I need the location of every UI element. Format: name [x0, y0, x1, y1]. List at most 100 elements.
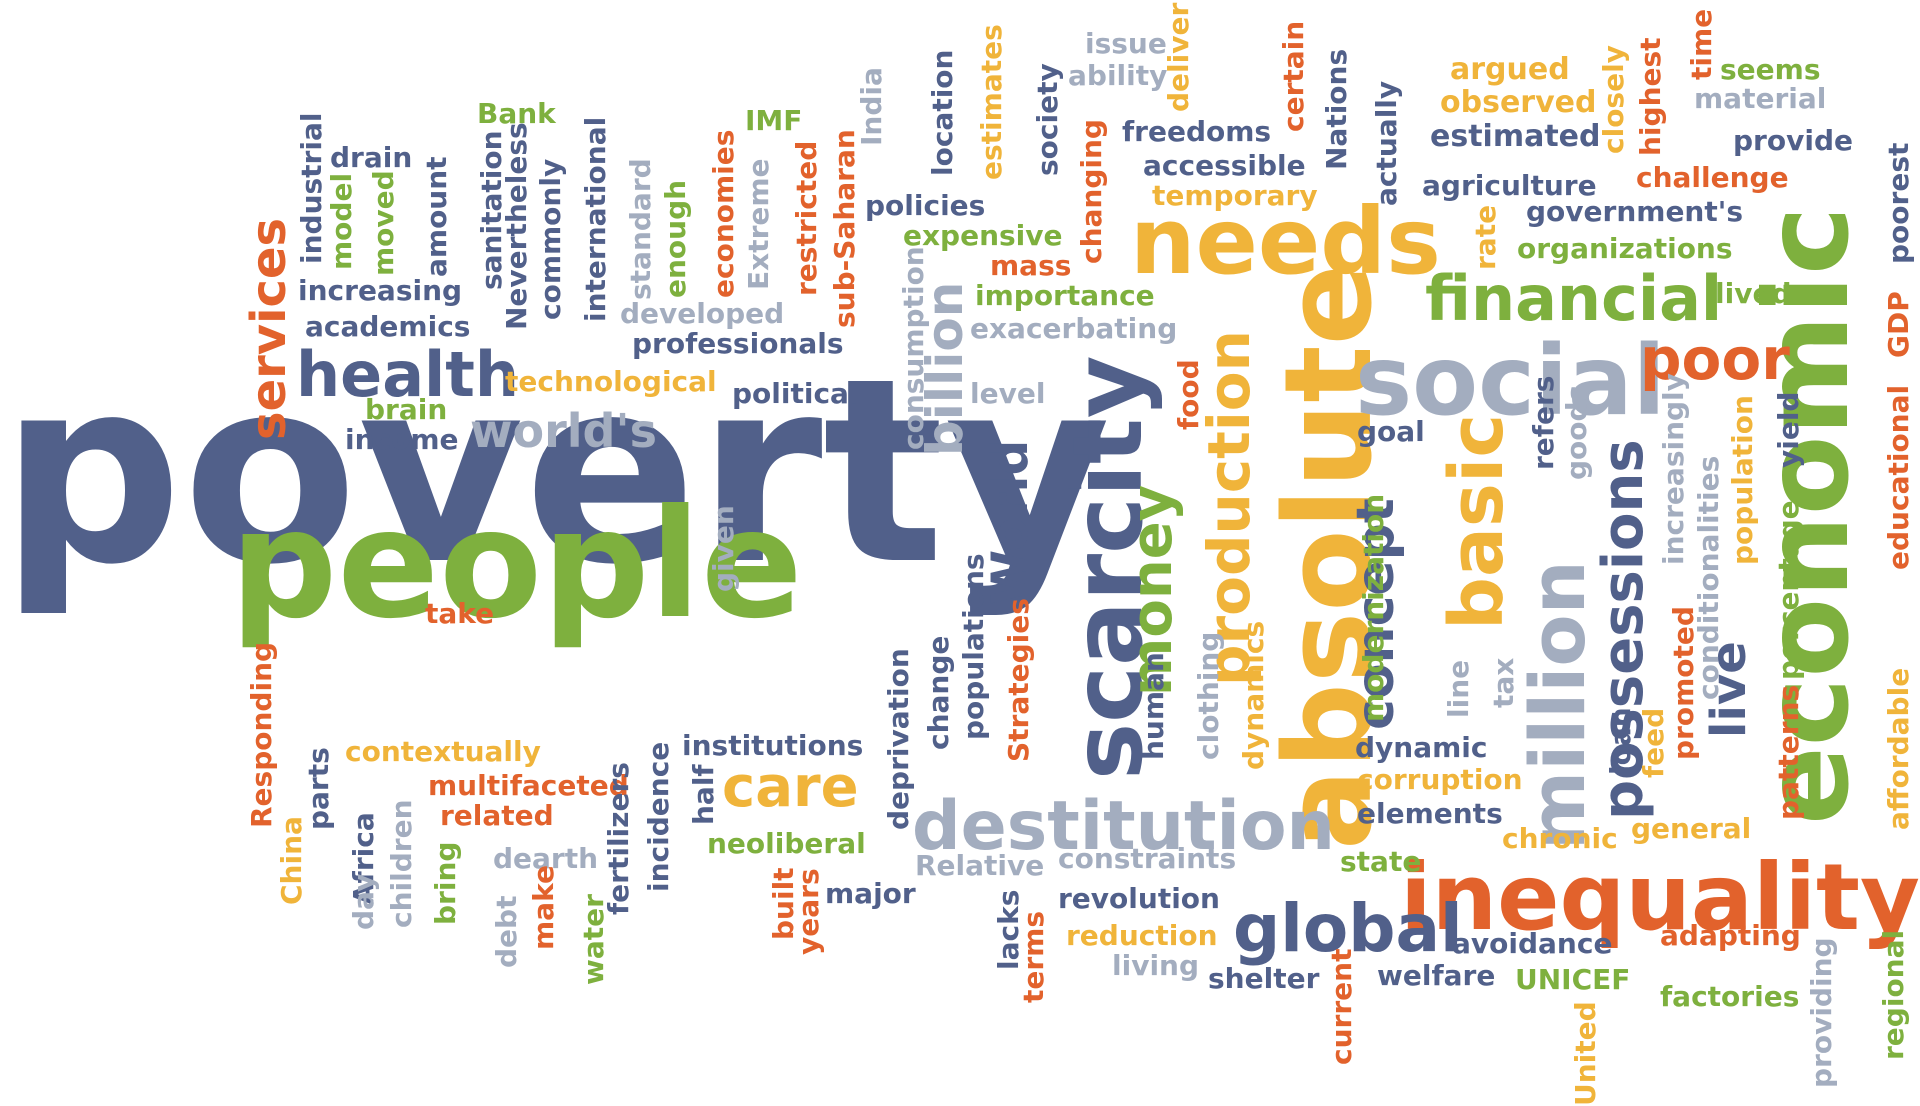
word-amount: amount	[420, 156, 453, 277]
word-parts: parts	[302, 747, 335, 830]
word-restricted: restricted	[790, 140, 823, 296]
word-political: political	[732, 377, 859, 410]
word-society: society	[1031, 63, 1064, 176]
word-line: line	[1442, 659, 1475, 718]
word-day: day	[347, 873, 380, 930]
word-income: income	[345, 423, 459, 456]
word-clothing: clothing	[1192, 631, 1225, 760]
word-bring: bring	[429, 841, 462, 925]
word-brain: brain	[365, 393, 448, 426]
word-economies: economies	[707, 129, 740, 298]
word-standard: standard	[624, 158, 657, 300]
word-food: food	[1172, 359, 1205, 430]
word-argued: argued	[1450, 52, 1570, 87]
word-temporary: temporary	[1152, 179, 1318, 212]
word-percentage: percentage	[1772, 500, 1805, 680]
word-india: India	[855, 67, 888, 146]
word-avoidance: avoidance	[1452, 927, 1613, 960]
word-strategies: Strategies	[1002, 598, 1035, 762]
word-increasingly: increasingly	[1657, 373, 1690, 565]
word-million: million	[1513, 560, 1602, 850]
word-consumption: consumption	[897, 246, 930, 450]
word-academics: academics	[305, 310, 471, 343]
word-institutions: institutions	[682, 729, 864, 762]
word-refers: refers	[1527, 375, 1560, 470]
word-seems: seems	[1720, 53, 1821, 86]
word-debt: debt	[490, 895, 523, 968]
word-time: time	[1685, 8, 1718, 80]
word-professionals: professionals	[632, 327, 844, 360]
word-state: state	[1340, 845, 1422, 878]
word-fertilizers: fertilizers	[602, 762, 635, 915]
word-lived: lived	[1715, 277, 1792, 310]
word-loan: loan	[1604, 707, 1637, 775]
word-dynamics: dynamics	[1237, 620, 1270, 770]
word-freedoms: freedoms	[1122, 115, 1272, 148]
word-social: social	[1355, 325, 1666, 437]
word-shelter: shelter	[1208, 962, 1320, 995]
word-model: model	[325, 172, 358, 270]
word-constraints: constraints	[1058, 842, 1237, 875]
word-exacerbating: exacerbating	[970, 312, 1178, 345]
word-incidence: incidence	[642, 741, 675, 892]
word-neoliberal: neoliberal	[707, 827, 866, 860]
word-people: people	[230, 478, 803, 652]
word-educational: educational	[1882, 384, 1915, 570]
word-promoted: promoted	[1667, 606, 1700, 760]
word-children: children	[385, 799, 418, 928]
word-technological: technological	[505, 365, 717, 398]
word-half: half	[687, 764, 720, 825]
word-closely: closely	[1597, 45, 1630, 154]
word-reduction: reduction	[1066, 919, 1218, 952]
word-feed: feed	[1637, 707, 1670, 778]
word-multifaceted: multifaceted	[428, 769, 629, 802]
word-moved: moved	[367, 170, 400, 276]
word-elements: elements	[1357, 797, 1503, 830]
word-years: years	[792, 868, 825, 955]
word-issue: issue	[1085, 27, 1167, 60]
word-goal: goal	[1357, 415, 1425, 448]
word-needs: needs	[1130, 188, 1441, 295]
word-china: China	[275, 816, 308, 905]
word-material: material	[1694, 82, 1827, 115]
word-current: current	[1325, 948, 1358, 1065]
word-sub-saharan: sub-Saharan	[828, 129, 861, 328]
word-providing: providing	[1805, 937, 1838, 1088]
word-highest: highest	[1634, 37, 1667, 156]
word-factories: factories	[1660, 980, 1800, 1013]
word-international: international	[579, 116, 612, 322]
word-location: location	[926, 49, 959, 176]
word-rate: rate	[1469, 204, 1502, 270]
word-patterns: patterns	[1772, 684, 1805, 820]
word-adapting: adapting	[1660, 919, 1801, 952]
word-dearth: dearth	[493, 842, 599, 875]
word-terms: terms	[1017, 910, 1050, 1003]
word-nevertheless: Nevertheless	[500, 122, 533, 330]
word-increasing: increasing	[298, 274, 463, 307]
word-level: level	[970, 377, 1046, 410]
word-corruption: corruption	[1357, 763, 1523, 796]
word-industrial: industrial	[295, 112, 328, 264]
word-relative: Relative	[915, 849, 1045, 882]
word-revolution: revolution	[1058, 882, 1220, 915]
word-inequality: inequality	[1400, 844, 1920, 951]
word-human: human	[1137, 652, 1170, 760]
word-global: global	[1233, 890, 1463, 967]
word-related: related	[440, 799, 554, 832]
word-tax: tax	[1487, 657, 1520, 708]
word-united: United	[1569, 1001, 1602, 1106]
word-goods: goods	[1560, 384, 1593, 480]
word-responding: Responding	[245, 641, 278, 828]
word-make: make	[527, 865, 560, 950]
word-imf: IMF	[745, 104, 803, 137]
word-agriculture: agriculture	[1422, 169, 1597, 202]
word-nations: Nations	[1320, 48, 1353, 170]
word-services: services	[241, 217, 297, 440]
word-poor: poor	[1640, 325, 1790, 393]
word-deprivation: deprivation	[882, 648, 915, 830]
word-changing: changing	[1075, 119, 1108, 264]
word-actually: actually	[1370, 80, 1403, 206]
word-deliver: deliver	[1162, 2, 1195, 112]
word-developed: developed	[620, 297, 785, 330]
